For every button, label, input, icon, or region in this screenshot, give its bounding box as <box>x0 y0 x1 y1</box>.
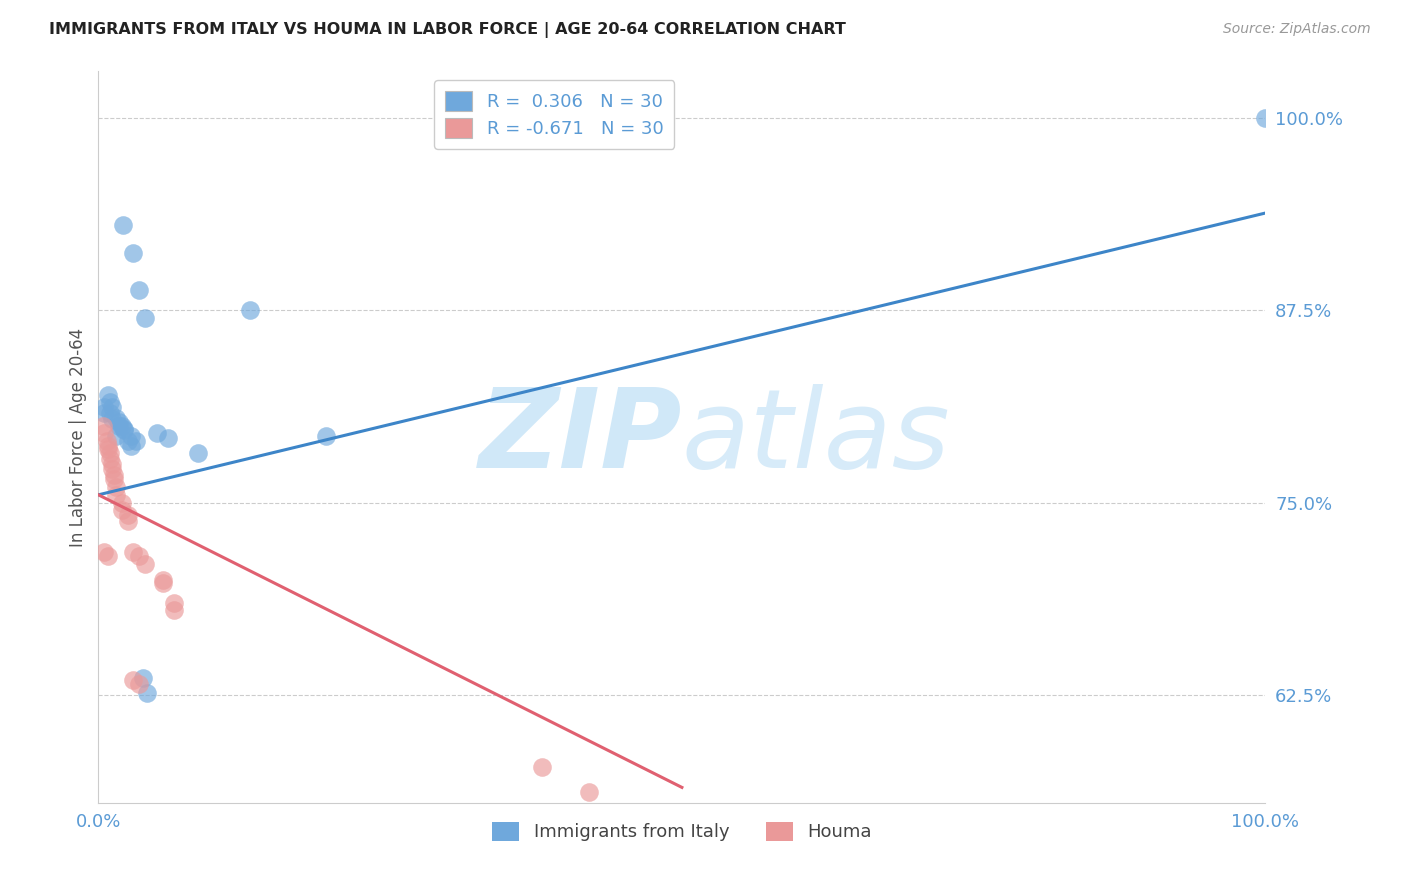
Point <box>152 575 174 590</box>
Point <box>98 395 121 409</box>
Point <box>97 438 120 452</box>
Point <box>239 303 262 318</box>
Point <box>315 429 337 443</box>
Text: atlas: atlas <box>682 384 950 491</box>
Point <box>104 480 127 494</box>
Point <box>91 418 114 433</box>
Point <box>108 416 131 430</box>
Point <box>108 418 131 433</box>
Point <box>134 310 156 325</box>
Point <box>1254 111 1277 125</box>
Point <box>111 495 134 509</box>
Point <box>104 429 127 443</box>
Point <box>122 246 145 260</box>
Point <box>96 434 118 448</box>
Point <box>134 557 156 571</box>
Point <box>157 431 180 445</box>
Point <box>122 673 145 687</box>
Point <box>101 412 124 426</box>
Point <box>112 423 135 437</box>
Point <box>98 446 121 460</box>
Point <box>93 426 115 441</box>
Point <box>112 422 135 436</box>
Point <box>111 503 134 517</box>
Legend: Immigrants from Italy, Houma: Immigrants from Italy, Houma <box>485 814 879 848</box>
Point <box>97 549 120 564</box>
Point <box>120 429 142 443</box>
Y-axis label: In Labor Force | Age 20-64: In Labor Force | Age 20-64 <box>69 327 87 547</box>
Point <box>93 400 115 414</box>
Point <box>101 457 124 471</box>
Point <box>93 545 115 559</box>
Point <box>98 406 121 420</box>
Point <box>187 446 209 460</box>
Point <box>146 426 169 441</box>
Point <box>111 418 134 433</box>
Point <box>125 434 148 448</box>
Point <box>122 545 145 559</box>
Point <box>97 442 120 456</box>
Point <box>578 785 600 799</box>
Point <box>111 219 134 233</box>
Text: Source: ZipAtlas.com: Source: ZipAtlas.com <box>1223 22 1371 37</box>
Text: ZIP: ZIP <box>478 384 682 491</box>
Point <box>152 573 174 587</box>
Point <box>128 283 150 297</box>
Point <box>104 488 127 502</box>
Point <box>132 671 155 685</box>
Point <box>136 686 159 700</box>
Point <box>128 677 150 691</box>
Point <box>117 434 139 448</box>
Point <box>117 508 139 522</box>
Point <box>117 514 139 528</box>
Point <box>163 603 186 617</box>
Point <box>103 472 125 486</box>
Point <box>101 400 124 414</box>
Point <box>104 410 127 425</box>
Point <box>93 406 115 420</box>
Point <box>163 596 186 610</box>
Point <box>120 438 142 452</box>
Point <box>530 760 553 774</box>
Text: IMMIGRANTS FROM ITALY VS HOUMA IN LABOR FORCE | AGE 20-64 CORRELATION CHART: IMMIGRANTS FROM ITALY VS HOUMA IN LABOR … <box>49 22 846 38</box>
Point <box>103 467 125 482</box>
Point <box>101 461 124 475</box>
Point <box>98 452 121 467</box>
Point <box>128 549 150 564</box>
Point <box>97 388 120 402</box>
